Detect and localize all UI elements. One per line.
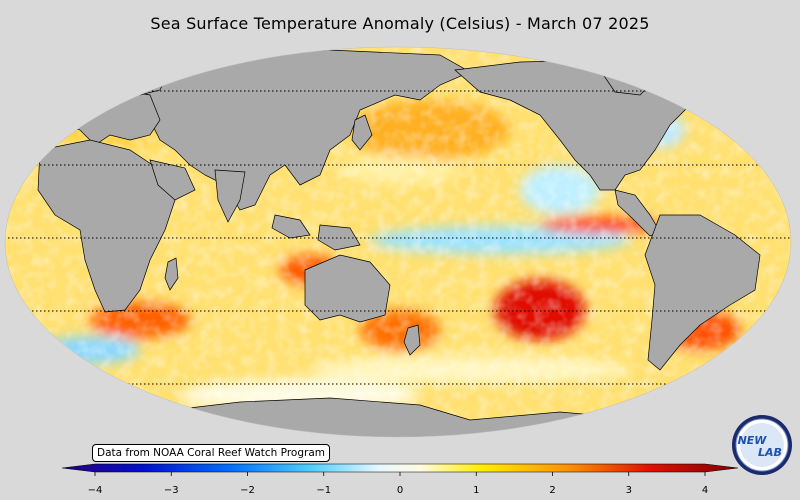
colorbar-tick-label: −2 <box>240 485 255 496</box>
newlab-logo[interactable]: NEW LAB <box>731 414 793 476</box>
colorbar-tick-label: −4 <box>88 485 103 496</box>
map-title: Sea Surface Temperature Anomaly (Celsius… <box>150 14 650 33</box>
globe-outline <box>4 46 792 438</box>
data-credit-label: Data from NOAA Coral Reef Watch Program <box>92 444 330 462</box>
logo-text-bottom: LAB <box>758 446 782 459</box>
colorbar-tick-label: 2 <box>549 485 555 496</box>
colorbar-tick-label: −3 <box>164 485 179 496</box>
colorbar-tick-label: −1 <box>316 485 331 496</box>
colorbar-tick-label: 4 <box>702 485 708 496</box>
colorbar-ticks: −4 −3 −2 −1 0 1 2 3 4 <box>88 472 708 496</box>
colorbar-tick-label: 0 <box>397 485 403 496</box>
colorbar-tick-label: 1 <box>473 485 479 496</box>
colorbar: −4 −3 −2 −1 0 1 2 3 4 <box>61 463 739 496</box>
colorbar-tick-label: 3 <box>626 485 632 496</box>
logo-text-top: NEW <box>738 434 768 447</box>
ocean-anomaly-field <box>5 47 791 437</box>
